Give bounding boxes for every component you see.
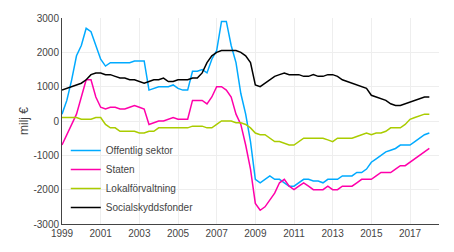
svg-text:1999: 1999 — [51, 228, 74, 239]
svg-text:2013: 2013 — [322, 228, 345, 239]
svg-text:Offentlig sektor: Offentlig sektor — [106, 145, 174, 156]
svg-text:Lokalförvaltning: Lokalförvaltning — [106, 183, 176, 194]
svg-text:2009: 2009 — [244, 228, 267, 239]
svg-text:Socialskyddsfonder: Socialskyddsfonder — [106, 202, 193, 213]
svg-text:1000: 1000 — [37, 81, 60, 92]
svg-text:2015: 2015 — [360, 228, 383, 239]
svg-text:2005: 2005 — [167, 228, 190, 239]
svg-text:2011: 2011 — [283, 228, 305, 239]
svg-text:3000: 3000 — [37, 13, 60, 24]
svg-text:milj €: milj € — [17, 107, 31, 135]
svg-text:-3000: -3000 — [33, 219, 59, 230]
svg-text:0: 0 — [53, 116, 59, 127]
svg-text:2003: 2003 — [128, 228, 151, 239]
svg-text:2000: 2000 — [37, 47, 60, 58]
svg-text:Staten: Staten — [106, 164, 135, 175]
svg-text:2001: 2001 — [90, 228, 113, 239]
svg-text:2017: 2017 — [399, 228, 422, 239]
svg-text:-1000: -1000 — [33, 150, 59, 161]
svg-text:2007: 2007 — [206, 228, 229, 239]
svg-text:-2000: -2000 — [33, 184, 59, 195]
